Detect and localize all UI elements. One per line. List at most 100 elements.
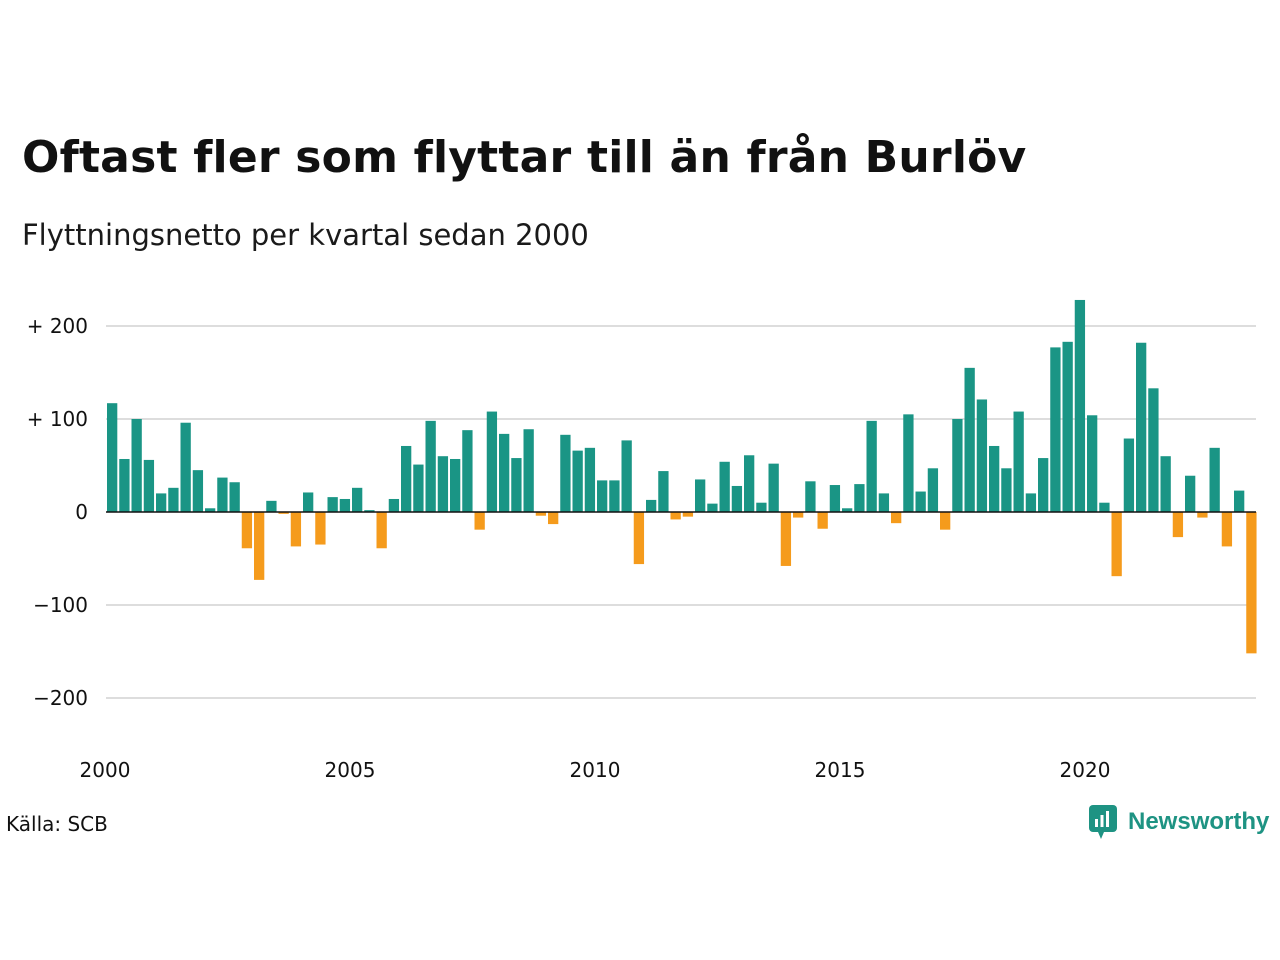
- bar: [486, 411, 498, 512]
- bar: [964, 367, 975, 512]
- x-tick-label: 2000: [80, 758, 131, 782]
- bar: [793, 512, 804, 518]
- bar-series: [107, 299, 1257, 654]
- bar: [499, 433, 510, 512]
- bar: [168, 487, 179, 512]
- bar: [401, 445, 412, 512]
- x-tick-label: 2010: [570, 758, 621, 782]
- bar: [854, 484, 865, 512]
- x-tick-label: 2020: [1060, 758, 1111, 782]
- bar: [364, 510, 375, 512]
- newsworthy-logo-text: Newsworthy: [1128, 808, 1270, 835]
- bar-chart: + 200 + 100 0 −100 −200 2000 2005 2010 2015 2020: [27, 299, 1257, 782]
- bar: [1025, 493, 1037, 512]
- bar: [1172, 512, 1184, 538]
- y-tick-label: −100: [33, 593, 88, 617]
- bar: [633, 512, 645, 565]
- bar: [1099, 502, 1110, 512]
- bar: [437, 456, 449, 512]
- bar: [1209, 447, 1220, 512]
- bar: [450, 458, 461, 512]
- bar: [719, 461, 730, 512]
- bar: [915, 491, 926, 512]
- bar: [646, 499, 657, 512]
- bar: [731, 485, 743, 512]
- y-tick-label: 0: [75, 500, 88, 524]
- newsworthy-logo-icon: [1089, 805, 1117, 839]
- bar: [523, 429, 534, 512]
- bar: [548, 512, 559, 525]
- bar: [780, 512, 792, 566]
- bar: [842, 508, 853, 512]
- bar: [560, 434, 571, 512]
- bar: [511, 458, 522, 512]
- bar: [1246, 512, 1257, 654]
- y-tick-label: + 200: [27, 314, 88, 338]
- bar: [768, 463, 779, 512]
- bar: [131, 419, 142, 512]
- bar: [352, 487, 363, 512]
- bar: [229, 482, 240, 512]
- bar: [315, 512, 326, 545]
- bar: [756, 502, 767, 512]
- bar: [303, 492, 314, 512]
- bar: [976, 399, 988, 512]
- newsworthy-logo: Newsworthy: [1088, 804, 1269, 840]
- bar: [866, 420, 877, 512]
- bar: [1148, 388, 1159, 512]
- bar: [413, 464, 424, 512]
- bar: [376, 512, 387, 549]
- bar: [940, 512, 951, 530]
- bar: [1160, 456, 1171, 512]
- bar: [1136, 342, 1147, 512]
- bar: [878, 493, 890, 512]
- bar: [927, 468, 939, 512]
- bar: [1062, 341, 1073, 512]
- x-tick-label: 2005: [325, 758, 376, 782]
- bar: [327, 497, 338, 512]
- x-axis-labels: 2000 2005 2010 2015 2020: [80, 758, 1111, 782]
- bar: [891, 512, 902, 524]
- chart-subtitle: Flyttningsnetto per kvartal sedan 2000: [22, 218, 589, 252]
- bar: [744, 455, 755, 512]
- bar: [217, 477, 228, 512]
- bar: [156, 493, 167, 512]
- bar: [670, 512, 681, 520]
- bar: [205, 508, 216, 512]
- bar: [903, 414, 914, 512]
- bar: [1050, 347, 1061, 512]
- bar: [572, 450, 583, 512]
- bar: [682, 512, 694, 517]
- bar: [817, 512, 828, 529]
- bar: [462, 430, 473, 512]
- bar: [695, 479, 706, 512]
- bar: [1001, 468, 1012, 512]
- bar: [241, 512, 253, 549]
- bar: [609, 480, 620, 512]
- bar: [1074, 299, 1086, 512]
- bar: [658, 471, 669, 512]
- bar: [989, 445, 1000, 512]
- bar: [278, 512, 289, 514]
- chart-title: Oftast fler som flyttar till än från Bur…: [22, 132, 1027, 183]
- bar: [829, 485, 841, 512]
- y-axis-labels: + 200 + 100 0 −100 −200: [27, 314, 88, 710]
- bar: [290, 512, 302, 547]
- bar: [1087, 415, 1098, 512]
- bar: [707, 503, 718, 512]
- bar: [425, 420, 436, 512]
- bar: [1123, 438, 1135, 512]
- bar: [584, 447, 596, 512]
- bar: [192, 470, 204, 512]
- bar: [266, 500, 277, 512]
- bar: [1111, 512, 1122, 577]
- bar: [107, 403, 118, 512]
- y-tick-label: + 100: [27, 407, 88, 431]
- bar: [474, 512, 485, 530]
- x-tick-label: 2015: [815, 758, 866, 782]
- bar: [1197, 512, 1208, 518]
- bar: [143, 459, 155, 512]
- bar: [1234, 490, 1245, 512]
- bar: [535, 512, 547, 516]
- bar: [388, 498, 400, 512]
